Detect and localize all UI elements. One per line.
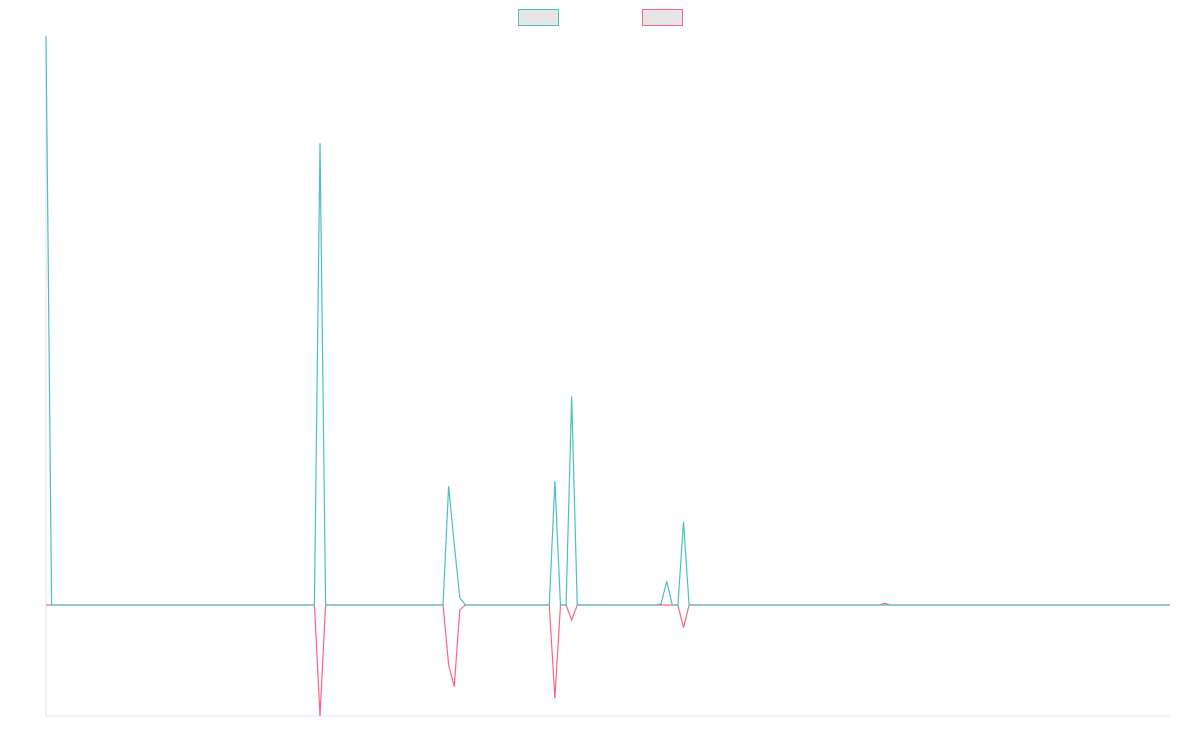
series-line [46,602,1170,717]
series-line [45,35,1170,606]
legend-swatch [518,9,559,26]
legend-swatch [642,9,683,26]
